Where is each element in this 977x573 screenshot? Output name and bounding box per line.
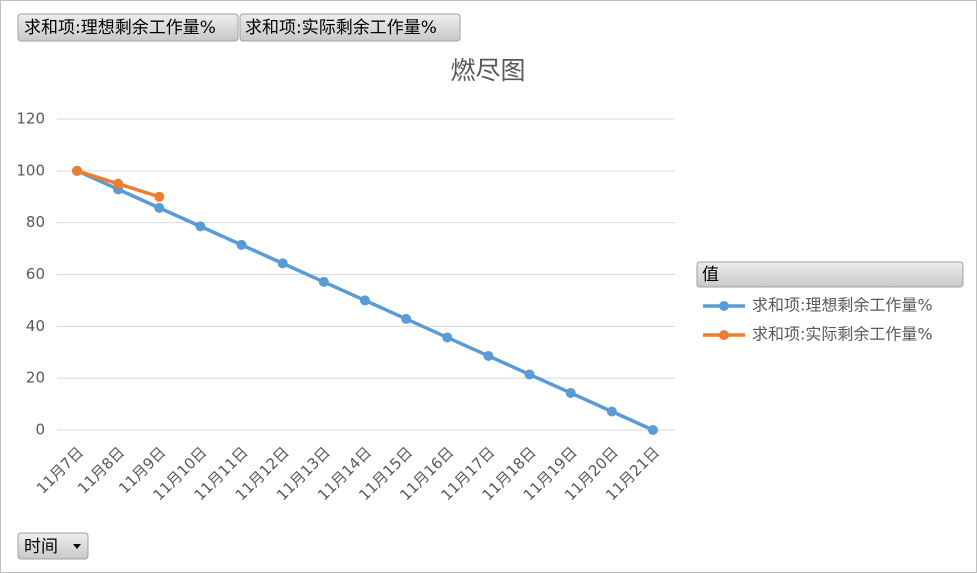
field-button[interactable]: 求和项:理想剩余工作量%	[17, 13, 239, 42]
data-point	[154, 202, 165, 213]
y-tick-label: 80	[26, 213, 45, 231]
legend-marker	[719, 330, 729, 340]
data-point	[483, 350, 494, 361]
data-point	[442, 332, 453, 343]
data-point	[606, 406, 617, 417]
y-tick-label: 120	[16, 110, 45, 128]
legend-title: 值	[702, 265, 719, 285]
data-point	[154, 191, 165, 202]
data-point	[648, 425, 658, 435]
chart-title: 燃尽图	[450, 56, 525, 85]
legend-title-button[interactable]: 值	[696, 261, 964, 288]
data-point	[195, 221, 206, 232]
axis-field-button[interactable]: 时间	[17, 532, 89, 560]
y-tick-label: 60	[26, 265, 45, 283]
data-point	[318, 276, 329, 287]
data-point	[72, 165, 82, 176]
dropdown-arrow	[73, 544, 81, 549]
data-point	[277, 258, 288, 269]
data-point	[113, 178, 124, 189]
legend-label: 求和项:理想剩余工作量%	[752, 296, 933, 315]
legend-marker	[719, 301, 729, 311]
y-tick-label: 0	[35, 421, 45, 439]
data-point	[236, 239, 247, 250]
y-tick-label: 100	[16, 161, 45, 179]
button-label: 求和项:实际剩余工作量%	[245, 18, 437, 38]
field-button[interactable]: 求和项:实际剩余工作量%	[239, 13, 461, 42]
button-label: 时间	[24, 537, 58, 557]
data-point	[360, 295, 370, 306]
data-point	[401, 313, 412, 324]
button-label: 求和项:理想剩余工作量%	[24, 18, 216, 38]
data-point	[565, 387, 576, 398]
data-point	[524, 369, 535, 380]
legend-label: 求和项:实际剩余工作量%	[752, 325, 933, 344]
y-tick-label: 20	[26, 369, 45, 387]
y-tick-label: 40	[26, 317, 45, 335]
